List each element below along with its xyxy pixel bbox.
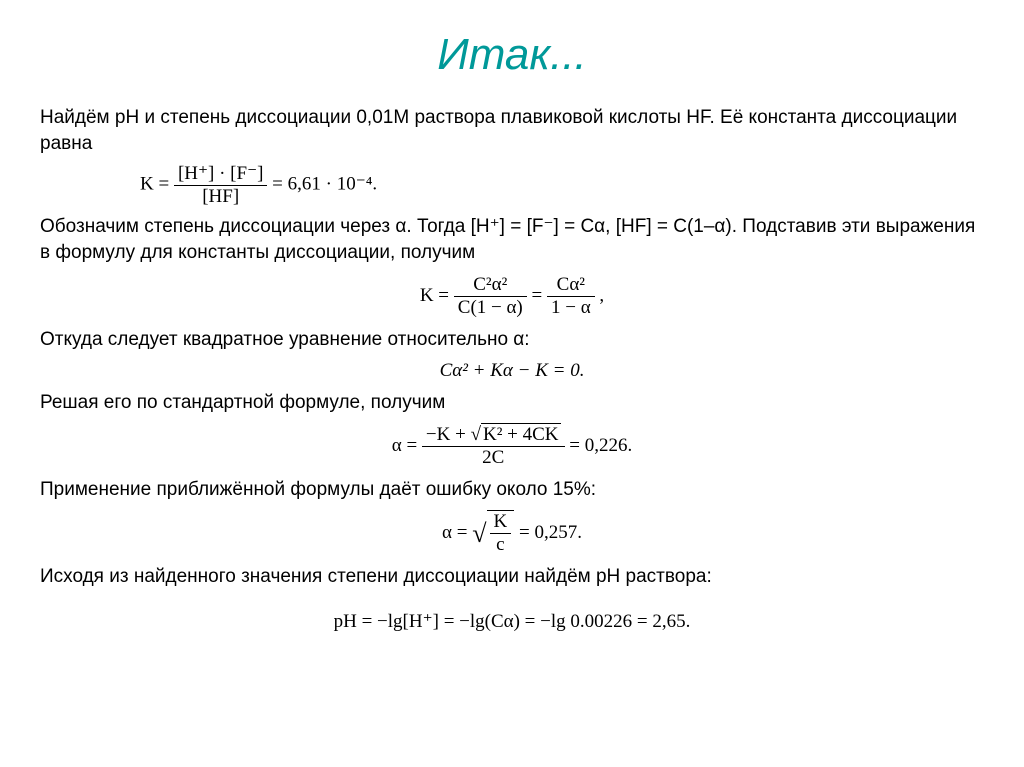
f4-den: 2C [422, 447, 565, 469]
f1-rhs: = 6,61 · 10⁻⁴. [272, 174, 377, 195]
f4-num-sqrt: K² + 4CK [481, 423, 561, 445]
f4-lhs: α = [392, 435, 417, 456]
formula-1: K = [H⁺] · [F⁻] [HF] = 6,61 · 10⁻⁴. [140, 162, 984, 208]
f4-num-a: −K + [426, 424, 471, 445]
slide-title: Итак... [40, 30, 984, 80]
f2a-num: C²α² [454, 274, 527, 297]
f5-num: K [490, 511, 512, 534]
formula-4: α = −K + K² + 4CK 2C = 0,226. [40, 424, 984, 469]
sqrt-sign-icon [471, 424, 481, 445]
sqrt-sign-icon [472, 519, 486, 548]
f5-fraction: K c [490, 511, 512, 556]
f2-lhs: K = [420, 284, 449, 305]
f1-fraction: [H⁺] · [F⁻] [HF] [174, 162, 267, 208]
paragraph-6: Исходя из найденного значения степени ди… [40, 564, 984, 590]
f2-eq: = [532, 284, 543, 305]
f1-den: [HF] [174, 186, 267, 208]
formula-5: α = K c = 0,257. [40, 510, 984, 556]
f1-lhs: K = [140, 174, 169, 195]
f2a-den: C(1 − α) [454, 297, 527, 319]
f5-rhs: = 0,257. [519, 522, 582, 543]
f2-end: , [599, 284, 604, 305]
formula-6: pH = −lg[H⁺] = −lg(Cα) = −lg 0.00226 = 2… [40, 610, 984, 633]
f1-num: [H⁺] · [F⁻] [174, 162, 267, 186]
f3-text: Cα² + Kα − K = 0. [440, 360, 585, 381]
paragraph-5: Применение приближённой формулы даёт оши… [40, 477, 984, 503]
paragraph-3: Откуда следует квадратное уравнение отно… [40, 327, 984, 353]
f2-frac-a: C²α² C(1 − α) [454, 274, 527, 319]
paragraph-1: Найдём pH и степень диссоциации 0,01M ра… [40, 105, 984, 156]
f2b-den: 1 − α [547, 297, 595, 319]
f2b-num: Cα² [547, 274, 595, 297]
formula-2: K = C²α² C(1 − α) = Cα² 1 − α , [40, 274, 984, 319]
f6-text: pH = −lg[H⁺] = −lg(Cα) = −lg 0.00226 = 2… [334, 611, 691, 632]
f4-num: −K + K² + 4CK [422, 424, 565, 447]
f4-fraction: −K + K² + 4CK 2C [422, 424, 565, 469]
f5-sqrt-box: K c [487, 510, 515, 556]
f2-frac-b: Cα² 1 − α [547, 274, 595, 319]
paragraph-4: Решая его по стандартной формуле, получи… [40, 390, 984, 416]
f5-den: c [490, 534, 512, 556]
formula-3: Cα² + Kα − K = 0. [40, 360, 984, 382]
slide-content: Итак... Найдём pH и степень диссоциации … [0, 0, 1024, 661]
paragraph-2: Обозначим степень диссоциации через α. Т… [40, 214, 984, 265]
f5-lhs: α = [442, 522, 467, 543]
f4-rhs: = 0,226. [569, 435, 632, 456]
